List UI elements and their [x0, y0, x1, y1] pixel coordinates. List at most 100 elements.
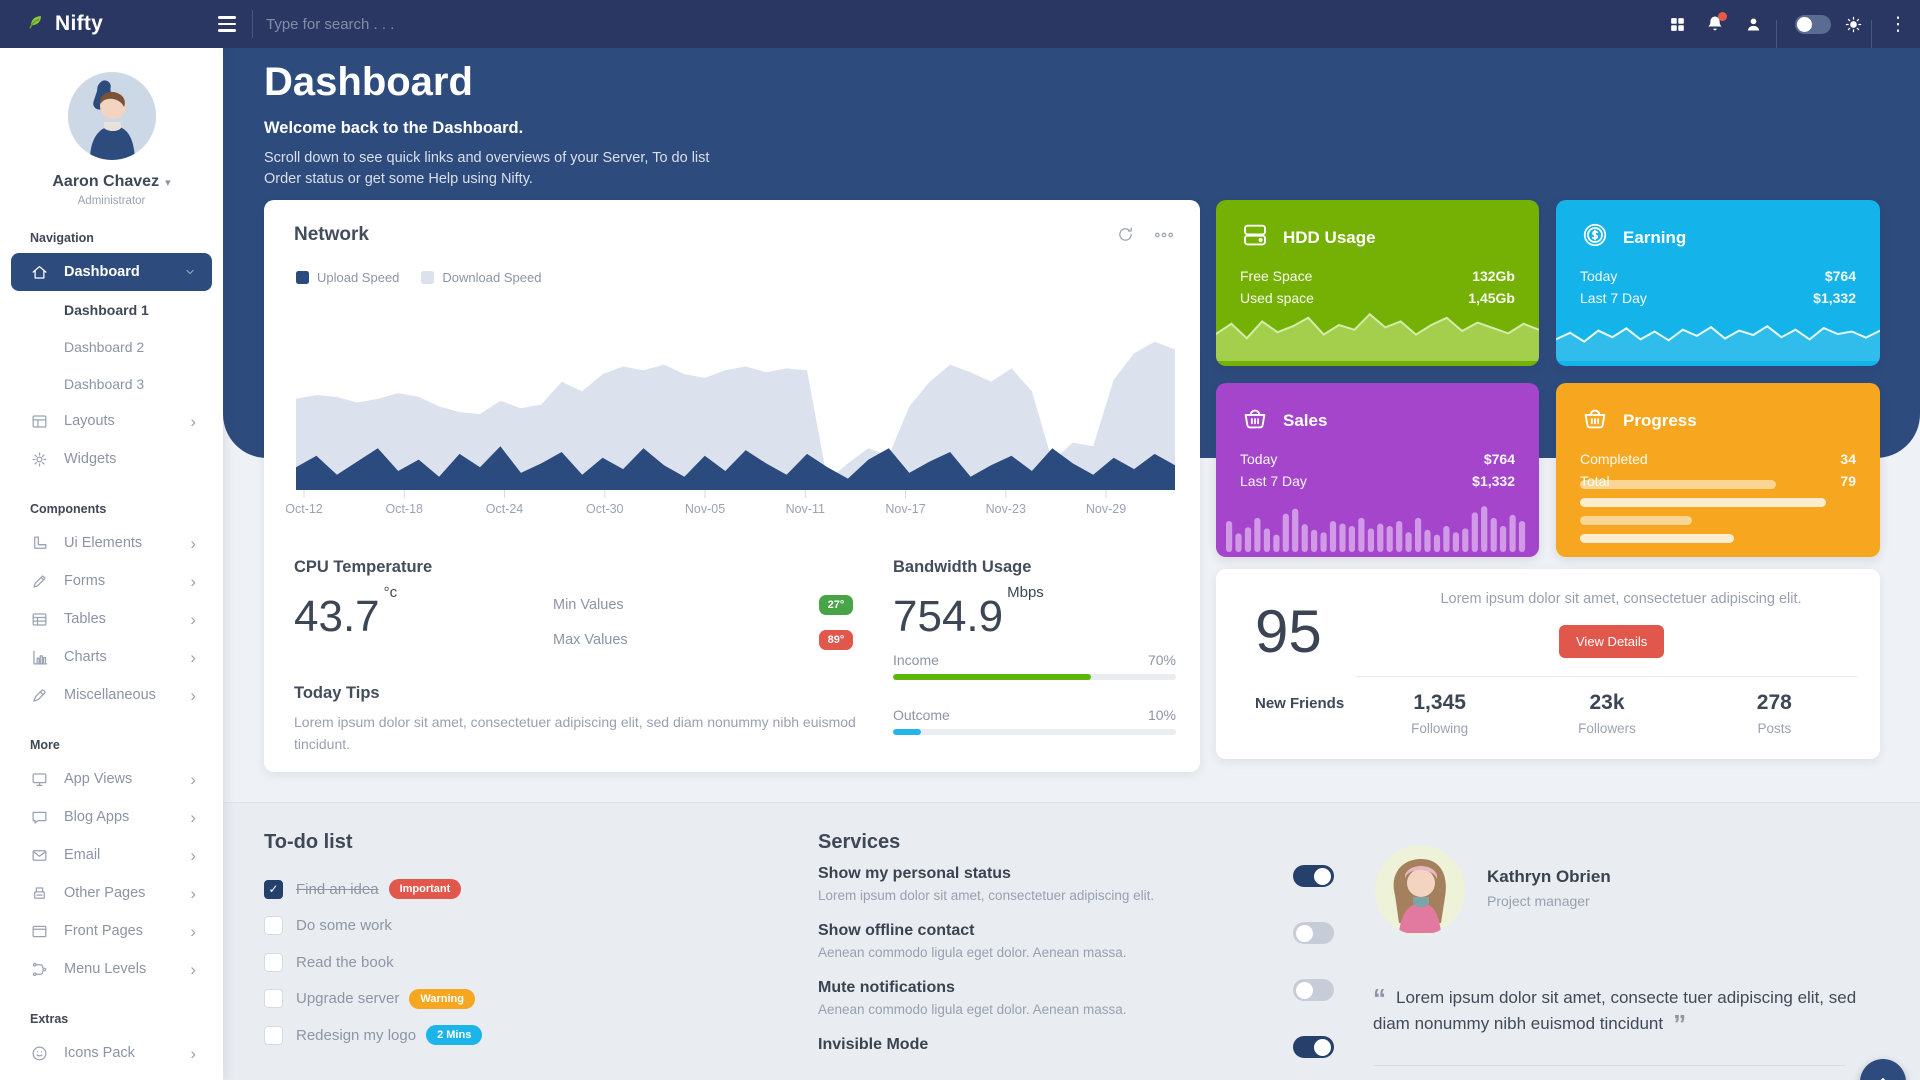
- table-icon: [30, 610, 50, 629]
- posts-stat: 278 Posts: [1756, 691, 1792, 736]
- todo-label: Read the book: [296, 953, 394, 971]
- theme-toggle[interactable]: [1795, 14, 1831, 34]
- x-tick-label: Nov-23: [985, 502, 1026, 516]
- sidebar-item-menu-levels[interactable]: Menu Levels ›: [11, 950, 212, 988]
- hdd-sparkline: [1216, 295, 1539, 366]
- todo-item[interactable]: Do some work: [264, 914, 684, 938]
- todo-item[interactable]: Redesign my logo 2 Mins: [264, 1023, 684, 1047]
- sidebar-item-charts[interactable]: Charts ›: [11, 638, 212, 676]
- hdd-usage-card[interactable]: HDD Usage Free Space 132Gb Used space 1,45…: [1216, 200, 1539, 366]
- service-toggle[interactable]: [1293, 979, 1334, 1001]
- today-tips-title: Today Tips: [294, 684, 380, 702]
- service-toggle[interactable]: [1293, 1036, 1334, 1058]
- sidebar-item-layouts[interactable]: Layouts ›: [11, 402, 212, 440]
- nav-section-label: Extras: [30, 1012, 69, 1026]
- sales-card[interactable]: Sales Today $764 Last 7 Day $1,332: [1216, 383, 1539, 557]
- service-toggle[interactable]: [1293, 865, 1334, 887]
- sidebar-nav: Navigation Dashboard Dashboard 1 Dashboard …: [0, 231, 223, 1072]
- min-value-badge: 27°: [819, 595, 853, 615]
- todo-item[interactable]: Upgrade server Warning: [264, 987, 684, 1011]
- chevron-right-icon: ›: [190, 609, 196, 629]
- todo-label: Find an idea: [296, 880, 379, 898]
- services-title: Services: [818, 831, 901, 853]
- brand[interactable]: Nifty: [26, 0, 103, 48]
- income-progressbar: [893, 674, 1176, 680]
- service-toggle[interactable]: [1293, 922, 1334, 944]
- sidebar-item-dashboard[interactable]: Dashboard: [11, 253, 212, 291]
- sidebar-item-widgets[interactable]: Widgets: [11, 440, 212, 478]
- refresh-icon[interactable]: [1117, 226, 1134, 243]
- legend-upload: Upload Speed: [296, 270, 399, 285]
- todo-list-title: To-do list: [264, 831, 353, 853]
- todo-item[interactable]: Read the book: [264, 950, 684, 974]
- home-icon: [30, 263, 50, 282]
- todo-badge: Important: [388, 879, 462, 899]
- network-chart[interactable]: [296, 300, 1175, 500]
- testimonial-quote: “Lorem ipsum dolor sit amet, consecte tu…: [1373, 983, 1857, 1040]
- todo-checkbox[interactable]: [264, 916, 283, 935]
- user-menu-caret-icon[interactable]: ▾: [165, 177, 171, 189]
- following-stat: 1,345 Following: [1411, 691, 1469, 736]
- testimonial-avatar: [1375, 845, 1465, 935]
- service-description: Aenean commodo ligula eget dolor. Aenean…: [818, 945, 1127, 960]
- scroll-to-top-button[interactable]: [1860, 1059, 1906, 1080]
- sidebar-item-email[interactable]: Email ›: [11, 836, 212, 874]
- sidebar-item-tables[interactable]: Tables ›: [11, 600, 212, 638]
- todo-checkbox[interactable]: [264, 952, 283, 972]
- divider: [252, 10, 253, 38]
- chevron-right-icon: ›: [190, 685, 196, 705]
- user-icon[interactable]: [1734, 0, 1772, 48]
- sidebar-item-ui-elements[interactable]: Ui Elements ›: [11, 524, 212, 562]
- pencil-icon: [30, 572, 50, 591]
- progress-bars: [1580, 471, 1860, 543]
- panel-menu-icon[interactable]: [1154, 231, 1174, 239]
- sidebar-item-icons-pack[interactable]: Icons Pack ›: [11, 1034, 212, 1072]
- todo-checkbox[interactable]: ✓: [264, 879, 283, 899]
- sidebar-item-app-views[interactable]: App Views ›: [11, 760, 212, 798]
- sidebar: Aaron Chavez ▾ Administrator Navigation Da…: [0, 48, 223, 1080]
- window-icon: [30, 922, 50, 941]
- earning-card[interactable]: Earning Today $764 Last 7 Day $1,332: [1556, 200, 1880, 366]
- testimonial-name: Kathryn Obrien: [1487, 867, 1611, 886]
- sun-icon[interactable]: [1839, 0, 1867, 48]
- x-tick-label: Nov-17: [885, 502, 926, 516]
- sidebar-subitem-dashboard-2[interactable]: Dashboard 2: [64, 338, 145, 355]
- chevron-right-icon: ›: [190, 533, 196, 553]
- user-avatar[interactable]: [67, 72, 156, 160]
- profile-text: Lorem ipsum dolor sit amet, consectetuer…: [1440, 591, 1802, 607]
- menu-toggle-icon[interactable]: [218, 13, 242, 35]
- search-input[interactable]: [266, 8, 596, 40]
- service-item: Mute notifications Aenean commodo ligula …: [818, 979, 1334, 1019]
- levels-icon: [30, 960, 50, 979]
- mail-icon: [30, 846, 50, 865]
- todo-checkbox[interactable]: [264, 989, 283, 1008]
- chevron-right-icon: ›: [190, 807, 196, 827]
- chevron-right-icon: ›: [190, 1043, 196, 1063]
- todo-checkbox[interactable]: [264, 1025, 283, 1045]
- monitor-icon: [30, 770, 50, 789]
- progress-bar: [1580, 534, 1734, 543]
- todo-item[interactable]: ✓ Find an idea Important: [264, 877, 684, 901]
- network-panel: Network Upload Speed Download Speed Oct-…: [264, 200, 1200, 772]
- sidebar-subitem-dashboard-3[interactable]: Dashboard 3: [64, 375, 145, 392]
- sidebar-subitem-dashboard-1[interactable]: Dashboard 1: [64, 301, 149, 318]
- service-description: Aenean commodo ligula eget dolor. Aenean…: [818, 1002, 1127, 1017]
- followers-stat: 23k Followers: [1578, 691, 1636, 736]
- network-title: Network: [294, 224, 369, 245]
- sidebar-item-other-pages[interactable]: Other Pages ›: [11, 874, 212, 912]
- view-details-button[interactable]: View Details: [1559, 625, 1665, 658]
- x-tick-label: Nov-29: [1085, 502, 1127, 516]
- todo-list: ✓ Find an idea Important Do some work Read t…: [264, 877, 684, 1060]
- service-title: Show offline contact: [818, 922, 975, 939]
- max-values-row: Max Values 89°: [553, 630, 853, 650]
- sidebar-item-blog-apps[interactable]: Blog Apps ›: [11, 798, 212, 836]
- notifications-bell-icon[interactable]: [1696, 0, 1734, 48]
- apps-grid-icon[interactable]: [1658, 0, 1696, 48]
- bandwidth-value: 754.9 Mbps: [893, 584, 1044, 641]
- more-options-icon[interactable]: ⋮: [1888, 13, 1908, 35]
- chevron-down-icon: [184, 264, 196, 281]
- sidebar-item-forms[interactable]: Forms ›: [11, 562, 212, 600]
- sidebar-item-miscellaneous[interactable]: Miscellaneous ›: [11, 676, 212, 714]
- sidebar-item-front-pages[interactable]: Front Pages ›: [11, 912, 212, 950]
